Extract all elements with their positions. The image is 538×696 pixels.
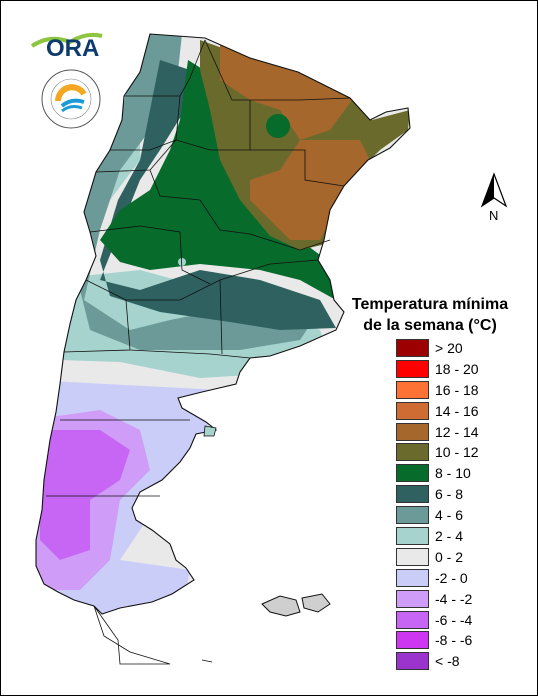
legend-title: Temperatura mínima de la semana (°C) [340,294,520,336]
legend-item: -8 - -6 [396,630,479,650]
legend-item: < -8 [396,651,479,671]
legend-item: 4 - 6 [396,505,479,525]
legend-item: 0 - 2 [396,547,479,567]
legend-item: 12 - 14 [396,422,479,442]
legend-item: 6 - 8 [396,484,479,504]
legend: > 20 18 - 20 16 - 18 14 - 16 12 - 14 10 … [396,338,479,672]
legend-label: 12 - 14 [435,423,479,440]
legend-label: 6 - 8 [435,486,464,503]
legend-label: < -8 [435,653,460,670]
legend-swatch [396,401,429,420]
legend-swatch [396,589,429,608]
legend-swatch [396,547,429,566]
legend-swatch [396,652,429,671]
ora-logo: ORA [30,32,103,62]
legend-title-line2: de la semana (°C) [363,317,497,334]
svg-text:ORA: ORA [46,35,99,62]
legend-swatch [396,380,429,399]
legend-label: 4 - 6 [435,507,464,524]
north-label: N [489,208,498,220]
legend-label: -6 - -4 [435,611,473,628]
legend-label: 8 - 10 [435,465,471,482]
legend-label: 18 - 20 [435,360,479,377]
legend-swatch [396,610,429,629]
legend-swatch [396,631,429,650]
legend-swatch [396,443,429,462]
legend-item: -6 - -4 [396,610,479,630]
legend-item: 14 - 16 [396,401,479,421]
legend-label: > 20 [435,340,463,356]
legend-label: 10 - 12 [435,444,479,461]
malvinas-islands [261,593,331,617]
legend-item: 8 - 10 [396,463,479,483]
legend-swatch [396,506,429,525]
legend-swatch [396,464,429,483]
legend-swatch [396,422,429,441]
legend-swatch [396,339,429,357]
legend-item: -2 - 0 [396,568,479,588]
legend-swatch [396,527,429,546]
smn-seal-icon [41,69,101,129]
legend-item: > 20 [396,338,479,358]
legend-item: 10 - 12 [396,442,479,462]
legend-item: 2 - 4 [396,526,479,546]
legend-swatch [396,568,429,587]
legend-item: 16 - 18 [396,380,479,400]
province-borders [35,33,411,665]
legend-swatch [396,485,429,504]
legend-swatch [396,359,429,378]
legend-label: -4 - -2 [435,590,473,607]
north-arrow-icon: N [480,172,508,220]
legend-label: 0 - 2 [435,548,464,565]
legend-title-line1: Temperatura mínima [351,296,509,313]
legend-label: 14 - 16 [435,402,479,419]
legend-label: 16 - 18 [435,381,479,398]
legend-item: -4 - -2 [396,589,479,609]
legend-label: 2 - 4 [435,528,464,545]
legend-item: 18 - 20 [396,359,479,379]
legend-label: -8 - -6 [435,632,473,649]
legend-label: -2 - 0 [435,569,468,586]
